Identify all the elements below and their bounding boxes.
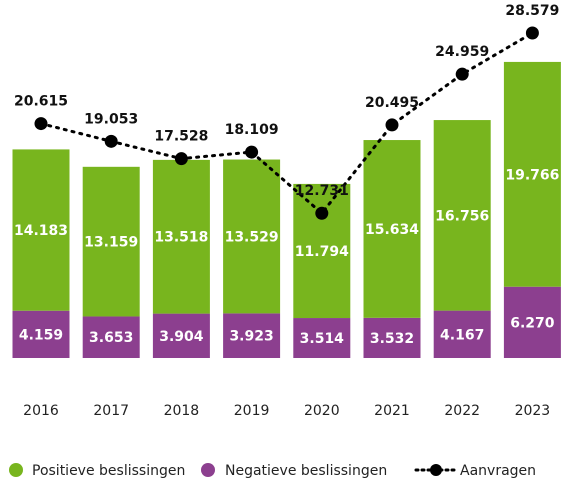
data-label: 19.053 xyxy=(84,111,138,127)
data-label: 16.756 xyxy=(435,208,489,224)
bar-segment xyxy=(363,140,421,318)
line-point xyxy=(525,26,539,40)
data-label: 3.923 xyxy=(229,329,273,345)
bar-segment xyxy=(503,61,561,287)
bar-segment xyxy=(82,316,140,358)
data-label: 13.529 xyxy=(225,229,279,245)
data-label: 13.518 xyxy=(154,230,208,246)
x-tick-label: 2017 xyxy=(93,403,129,419)
bar-segment xyxy=(223,313,281,358)
data-label: 4.167 xyxy=(440,327,484,343)
line-point xyxy=(245,145,259,159)
x-tick-label: 2022 xyxy=(444,403,480,419)
x-tick-label: 2021 xyxy=(374,403,410,419)
data-label: 24.959 xyxy=(435,44,489,60)
bar-segment xyxy=(82,166,140,317)
data-label: 12.731 xyxy=(295,183,349,199)
data-label: 3.904 xyxy=(159,329,204,345)
x-tick-label: 2019 xyxy=(234,403,270,419)
legend-swatch xyxy=(9,463,23,477)
line-point xyxy=(385,118,399,132)
data-label: 18.109 xyxy=(225,122,279,138)
bar-segment xyxy=(363,317,421,358)
data-label: 14.183 xyxy=(14,223,68,239)
legend-label: Negatieve beslissingen xyxy=(225,463,387,479)
line-point xyxy=(455,67,469,81)
data-label: 20.615 xyxy=(14,94,68,110)
legend-swatch xyxy=(430,464,442,476)
data-label: 17.528 xyxy=(154,129,208,145)
data-label: 13.159 xyxy=(84,235,138,251)
x-tick-label: 2023 xyxy=(515,403,551,419)
line-point xyxy=(174,152,188,166)
x-tick-label: 2016 xyxy=(23,403,59,419)
bar-segment xyxy=(152,159,210,314)
legend-swatch xyxy=(201,463,215,477)
line-point xyxy=(34,117,48,131)
bar-segment xyxy=(433,120,491,311)
bar-segment xyxy=(12,149,70,311)
bar-segment xyxy=(152,313,210,358)
bar-segment xyxy=(293,183,351,319)
line-point xyxy=(315,206,329,220)
bar-segment xyxy=(503,286,561,358)
bar-segment xyxy=(223,159,281,314)
data-label: 19.766 xyxy=(505,167,559,183)
x-tick-label: 2018 xyxy=(164,403,200,419)
data-label: 11.794 xyxy=(295,244,349,260)
line-point xyxy=(104,134,118,148)
bar-segment xyxy=(433,310,491,358)
data-label: 3.653 xyxy=(89,330,133,346)
data-label: 28.579 xyxy=(505,3,559,19)
data-label: 3.514 xyxy=(300,331,345,347)
data-label: 6.270 xyxy=(510,315,555,331)
data-label: 4.159 xyxy=(19,327,63,343)
legend: Positieve beslissingen Negatieve besliss… xyxy=(9,463,536,479)
bar-segment xyxy=(12,310,70,358)
data-label: 3.532 xyxy=(370,331,414,347)
legend-label: Aanvragen xyxy=(460,463,536,479)
bar-segment xyxy=(293,318,351,358)
x-tick-label: 2020 xyxy=(304,403,340,419)
data-label: 15.634 xyxy=(365,222,419,238)
data-label: 20.495 xyxy=(365,95,419,111)
legend-label: Positieve beslissingen xyxy=(32,463,185,479)
